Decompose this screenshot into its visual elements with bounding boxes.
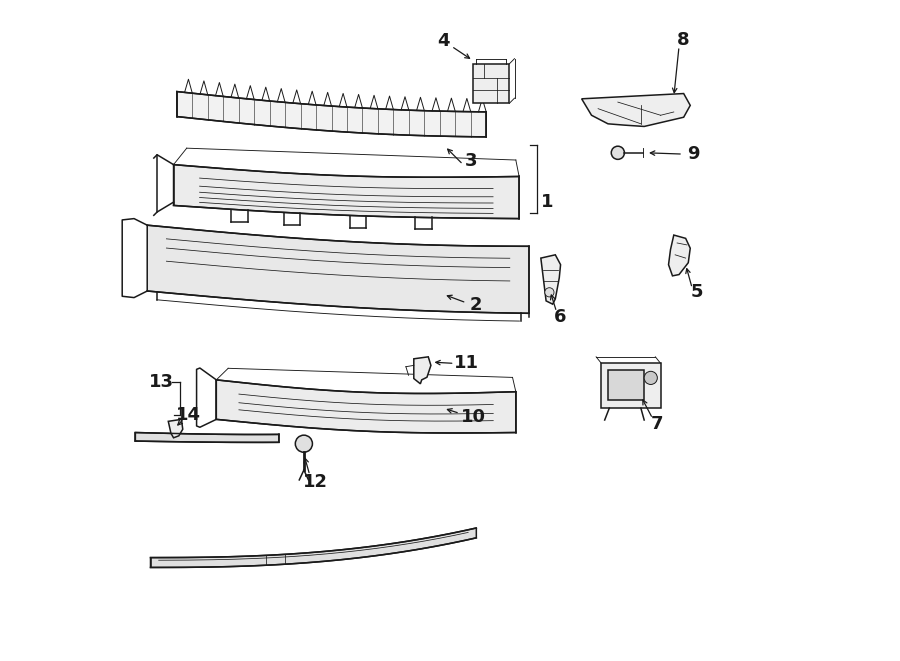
- Polygon shape: [176, 92, 486, 137]
- Circle shape: [611, 146, 625, 159]
- Circle shape: [644, 371, 657, 385]
- Text: 6: 6: [554, 308, 567, 327]
- Text: 1: 1: [541, 193, 554, 211]
- Text: 7: 7: [651, 415, 663, 433]
- Polygon shape: [541, 254, 561, 304]
- Polygon shape: [669, 235, 690, 276]
- Circle shape: [544, 288, 554, 297]
- Text: 13: 13: [149, 373, 175, 391]
- Polygon shape: [148, 225, 529, 313]
- Polygon shape: [150, 528, 476, 567]
- Polygon shape: [135, 432, 279, 442]
- Polygon shape: [581, 94, 690, 126]
- Text: 11: 11: [454, 354, 479, 372]
- Polygon shape: [414, 357, 431, 384]
- Text: 8: 8: [678, 30, 690, 48]
- Polygon shape: [473, 64, 509, 103]
- Text: 12: 12: [302, 473, 328, 491]
- Circle shape: [295, 435, 312, 452]
- Text: 5: 5: [690, 284, 703, 301]
- Polygon shape: [601, 364, 661, 408]
- Text: 4: 4: [437, 32, 450, 50]
- Text: 9: 9: [688, 145, 700, 163]
- Polygon shape: [174, 165, 519, 219]
- Text: 3: 3: [464, 151, 477, 170]
- Polygon shape: [216, 380, 516, 433]
- Polygon shape: [608, 370, 644, 401]
- Text: 10: 10: [461, 408, 485, 426]
- Text: 2: 2: [470, 297, 482, 315]
- Polygon shape: [168, 419, 183, 438]
- Text: 14: 14: [176, 406, 201, 424]
